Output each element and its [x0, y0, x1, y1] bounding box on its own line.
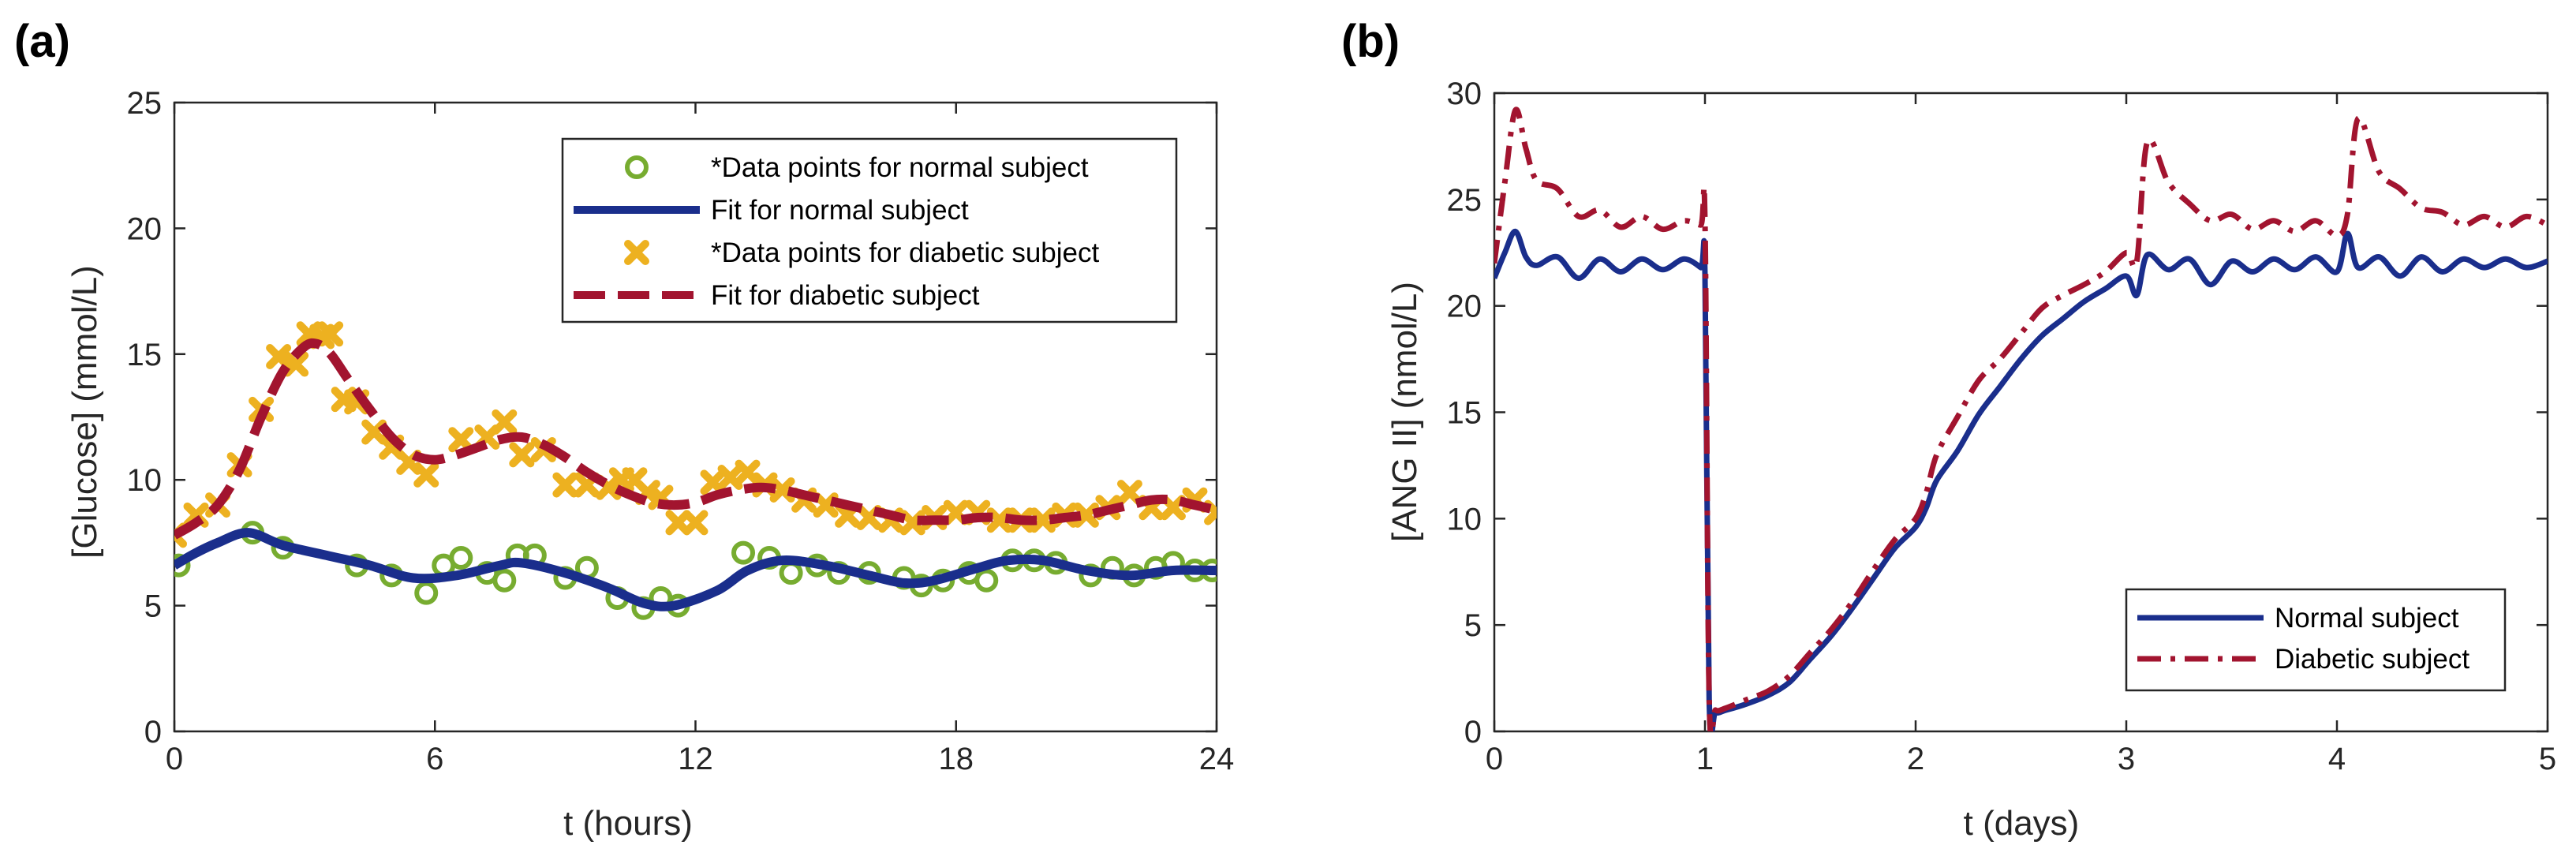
legend-label: *Data points for diabetic subject — [711, 237, 1099, 268]
series-line — [1494, 228, 2548, 731]
series-line — [174, 528, 1217, 611]
y-tick-label: 10 — [1447, 502, 1482, 537]
panel-b-label: (b) — [1341, 16, 1400, 67]
x-marker-stroke — [492, 409, 518, 435]
x-marker-stroke — [769, 477, 795, 503]
legend-label: Diabetic subject — [2275, 644, 2469, 675]
data-point — [1073, 502, 1099, 528]
x-marker-stroke — [986, 507, 1012, 533]
x-marker-stroke — [509, 442, 535, 468]
y-tick-label: 0 — [1464, 715, 1482, 750]
x-tick-label: 2 — [1907, 742, 1924, 776]
x-tick-label: 0 — [1486, 742, 1503, 776]
x-marker-stroke — [648, 484, 674, 510]
series-line — [1494, 107, 2548, 731]
x-tick-label: 6 — [426, 742, 443, 776]
x-tick-label: 5 — [2539, 742, 2556, 776]
panel-b-ang2-chart: (b) 0 1 2 3 4 5 0 5 10 15 20 25 30 Normal subject Diab… — [1341, 16, 2556, 843]
x-marker-stroke — [682, 510, 708, 536]
data-point — [552, 472, 578, 498]
y-axis-label: [Glucose] (mmol/L) — [65, 265, 104, 559]
panel-a-label: (a) — [14, 16, 70, 67]
y-tick-label: 0 — [144, 715, 162, 750]
y-tick-label: 15 — [1447, 396, 1482, 431]
x-marker-stroke — [266, 343, 292, 369]
data-point — [283, 351, 309, 377]
x-marker-stroke — [1116, 480, 1142, 506]
legend: *Data points for normal subject Fit for n… — [561, 137, 1178, 323]
legend: Normal subject Diabetic subject — [2125, 588, 2507, 692]
legend-label: Fit for diabetic subject — [711, 280, 980, 311]
data-point — [682, 510, 708, 536]
x-axis-label: t (days) — [1964, 804, 2080, 843]
x-marker-stroke — [1073, 502, 1099, 528]
legend-symbol — [625, 155, 649, 179]
x-marker-stroke — [1160, 495, 1186, 521]
y-axis-label: [ANG II] (nmol/L) — [1385, 282, 1424, 542]
x-tick-label: 12 — [678, 742, 713, 776]
x-marker-stroke — [943, 499, 969, 525]
y-tick-label: 25 — [127, 86, 163, 121]
x-marker-stroke — [700, 469, 726, 495]
y-tick-label: 5 — [144, 589, 162, 624]
x-marker-stroke — [624, 240, 649, 265]
x-tick-label: 24 — [1199, 742, 1235, 776]
data-point — [1030, 507, 1056, 533]
y-tick-label: 20 — [127, 211, 163, 246]
x-marker-stroke — [717, 465, 743, 491]
series-group — [174, 321, 1217, 620]
series-line — [174, 338, 1217, 540]
data-point — [318, 321, 344, 347]
data-point — [492, 409, 518, 435]
data-point — [974, 568, 999, 593]
x-tick-label: 0 — [166, 742, 183, 776]
x-marker-stroke — [1204, 507, 1217, 525]
y-tick-label: 15 — [127, 338, 163, 372]
data-point — [413, 462, 439, 488]
y-tick-label: 10 — [127, 463, 163, 498]
data-point — [986, 507, 1012, 533]
x-marker-stroke — [735, 459, 761, 485]
data-point — [665, 510, 691, 536]
x-marker-stroke — [813, 492, 839, 518]
data-point — [1160, 495, 1186, 521]
x-tick-label: 1 — [1696, 742, 1714, 776]
panel-a-glucose-chart: (a) 0 6 12 18 24 0 5 10 15 20 25 *Data points for n… — [14, 16, 1234, 843]
x-marker-stroke — [283, 351, 309, 377]
x-marker-stroke — [552, 472, 578, 498]
data-point — [492, 568, 517, 593]
data-point — [509, 442, 535, 468]
x-axis-label: t (hours) — [563, 804, 693, 843]
data-point — [414, 581, 439, 605]
legend-symbol — [624, 240, 649, 265]
data-point — [448, 427, 474, 453]
x-tick-label: 4 — [2328, 742, 2346, 776]
legend-label: Fit for normal subject — [711, 195, 969, 226]
x-marker-stroke — [174, 529, 187, 548]
data-point — [174, 553, 191, 578]
x-tick-label: 3 — [2118, 742, 2135, 776]
y-tick-label: 5 — [1464, 608, 1482, 643]
x-marker-stroke — [448, 427, 474, 453]
x-tick-label: 18 — [939, 742, 974, 776]
y-tick-label: 25 — [1447, 183, 1482, 218]
data-point — [731, 540, 756, 565]
data-point — [449, 546, 473, 570]
x-marker-stroke — [622, 467, 648, 493]
y-tick-label: 30 — [1447, 77, 1482, 111]
data-point — [1116, 480, 1142, 506]
x-marker-stroke — [1030, 507, 1056, 533]
x-marker-stroke — [413, 462, 439, 488]
y-tick-label: 20 — [1447, 290, 1482, 324]
x-marker-stroke — [318, 321, 344, 347]
legend-label: Normal subject — [2275, 603, 2459, 634]
data-point — [266, 343, 292, 369]
legend-box — [2125, 588, 2507, 692]
series-group — [1494, 107, 2548, 731]
legend-label: *Data points for normal subject — [711, 152, 1089, 183]
x-marker-stroke — [361, 419, 387, 445]
x-marker-stroke — [665, 510, 691, 536]
data-point — [813, 492, 839, 518]
